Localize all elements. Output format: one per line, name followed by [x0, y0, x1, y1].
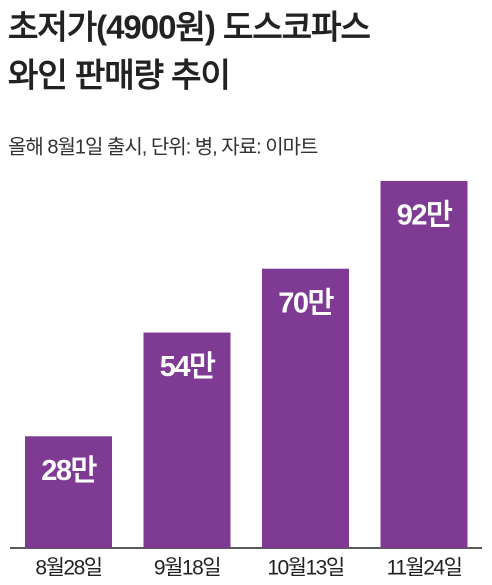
- bar: [380, 180, 468, 549]
- x-tick-label: 11월24일: [387, 557, 462, 580]
- bar: [262, 268, 349, 548]
- bar: [25, 436, 112, 548]
- chart-subtitle: 올해 8월1일 출시, 단위: 병, 자료: 이마트: [8, 135, 318, 158]
- x-tick-label: 9월18일: [154, 557, 220, 580]
- value-label: 92만: [397, 199, 453, 232]
- bar: [143, 332, 231, 548]
- chart-title: 와인 판매량 추이: [8, 57, 230, 94]
- chart-title: 초저가(4900원) 도스코파스: [8, 9, 370, 46]
- value-label: 70만: [278, 286, 334, 319]
- x-tick-label: 8월28일: [35, 557, 101, 580]
- value-label: 28만: [41, 454, 97, 487]
- x-tick-label: 10월13일: [267, 557, 344, 580]
- value-label: 54만: [160, 350, 216, 383]
